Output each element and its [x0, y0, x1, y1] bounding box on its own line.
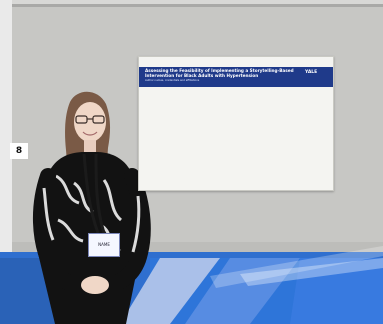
booth-number: 8	[15, 146, 23, 156]
booth-number-sign: 8	[10, 143, 28, 159]
poster-title: Assessing the Feasibility of Implementin…	[145, 68, 294, 78]
name-badge: NAME	[88, 233, 120, 257]
badge-text: NAME	[98, 242, 110, 247]
poster: Assessing the Feasibility of Implementin…	[138, 56, 334, 191]
poster-logo: YALE	[305, 70, 318, 75]
poster-authors: Author names, credentials and affiliatio…	[145, 79, 200, 82]
poster-header	[139, 67, 333, 87]
